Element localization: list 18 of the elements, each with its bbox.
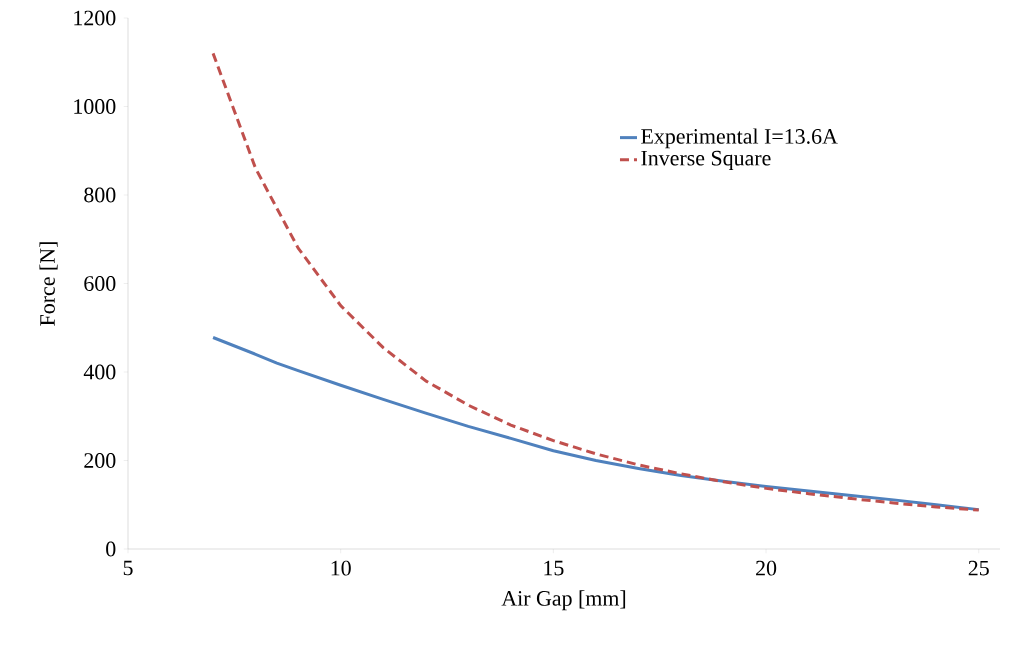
legend-label: Inverse Square	[641, 150, 771, 171]
x-tick-label: 10	[331, 560, 351, 576]
x-tick-label: 5	[123, 560, 133, 576]
line-series	[211, 335, 981, 512]
y-tick-label: 600	[84, 276, 116, 291]
x-tick-label: 15	[544, 560, 564, 576]
y-tick-label: 800	[84, 187, 116, 203]
y-tick-label: 1200	[74, 10, 116, 26]
y-tick-label: 200	[84, 453, 116, 468]
x-tick-label: 20	[756, 560, 777, 576]
x-tick-label: 25	[968, 560, 989, 576]
y-tick-label: 1000	[74, 99, 116, 114]
line-series	[211, 51, 981, 512]
y-axis-title: Force [N]	[39, 242, 58, 326]
y-tick-label: 400	[83, 364, 116, 380]
x-axis-title: Air Gap [mm]	[501, 590, 626, 611]
y-tick-label: 0	[106, 541, 116, 557]
legend-label: Experimental I=13.6A	[641, 128, 838, 149]
